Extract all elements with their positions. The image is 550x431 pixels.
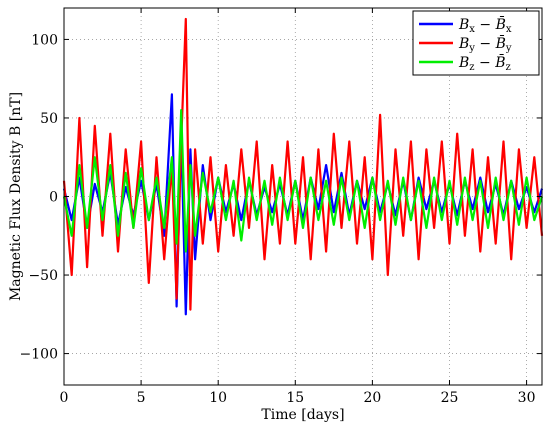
x-tick-label: 20	[363, 390, 381, 406]
y-tick-label: 100	[31, 32, 58, 48]
axis-tick-labels: 0 5 10 15 20 25 30 −100 −50 0 50 100	[20, 32, 536, 406]
legend-entry: Bx − B̄x	[458, 15, 512, 35]
series-line	[62, 17, 544, 311]
y-axis-label: Magnetic Flux Density B [nT]	[8, 92, 24, 301]
x-tick-label: 30	[518, 390, 536, 406]
x-tick-label: 10	[209, 390, 227, 406]
legend-entry: By − B̄y	[458, 34, 512, 54]
y-tick-label: 50	[40, 111, 58, 127]
y-tick-label: −100	[20, 347, 58, 363]
legend: Bx − B̄xBy − B̄yBz − B̄z	[412, 10, 540, 76]
x-tick-label: 5	[137, 390, 146, 406]
x-tick-label: 15	[286, 390, 304, 406]
x-tick-label: 0	[60, 390, 69, 406]
y-tick-label: 0	[49, 190, 58, 206]
grid-lines	[64, 8, 542, 385]
x-axis-label: Time [days]	[261, 407, 344, 423]
y-tick-label: −50	[28, 268, 58, 284]
legend-entry: Bz − B̄z	[458, 53, 511, 73]
series-layer	[62, 17, 544, 316]
series-line	[62, 108, 544, 253]
x-tick-label: 25	[441, 390, 459, 406]
